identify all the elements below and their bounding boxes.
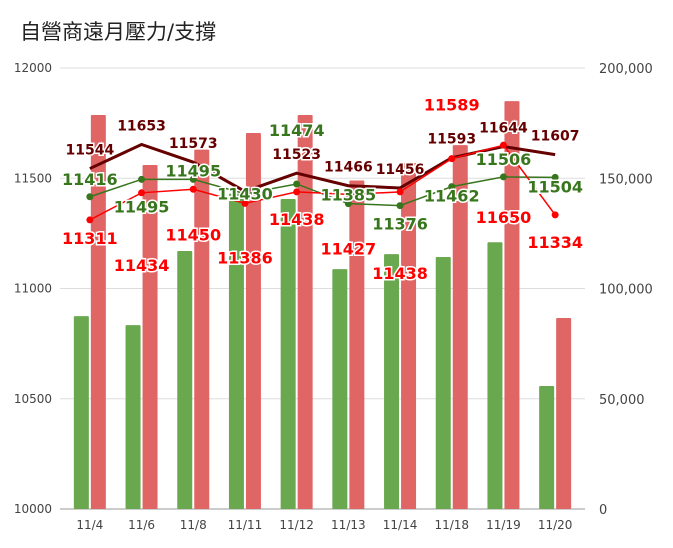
data-label: 11593 <box>427 132 476 148</box>
x-tick-label: 11/14 <box>383 518 418 532</box>
bar <box>142 165 158 509</box>
bar <box>177 251 193 509</box>
right-tick-label: 200,000 <box>599 62 653 77</box>
data-label: 11438 <box>372 264 428 283</box>
data-label: 11607 <box>531 129 580 145</box>
data-label: 11438 <box>269 210 325 229</box>
bar <box>384 254 400 509</box>
bar <box>228 193 244 509</box>
data-point <box>448 183 456 191</box>
left-tick-label: 10500 <box>14 392 52 406</box>
x-tick-label: 11/19 <box>486 518 521 532</box>
data-point <box>241 190 249 198</box>
data-point <box>138 189 146 197</box>
data-label: 11523 <box>272 147 321 163</box>
data-label: 11650 <box>476 208 532 227</box>
bar <box>556 318 572 509</box>
data-label: 11644 <box>479 120 528 136</box>
data-point <box>499 173 507 181</box>
data-label: 11427 <box>321 239 377 258</box>
data-label: 11430 <box>217 185 273 204</box>
data-point <box>499 141 507 149</box>
right-tick-label: 150,000 <box>599 172 653 187</box>
bar <box>194 149 210 509</box>
x-tick-label: 11/4 <box>76 518 103 532</box>
data-point <box>86 216 94 224</box>
data-label: 11506 <box>476 150 532 169</box>
data-label: 11462 <box>424 187 480 206</box>
data-label: 11653 <box>117 119 166 135</box>
data-point <box>293 180 301 188</box>
data-label: 11311 <box>62 229 118 248</box>
chart-title: 自營商遠月壓力/支撐 <box>20 20 217 44</box>
left-tick-label: 10000 <box>14 502 52 516</box>
right-tick-label: 0 <box>599 503 607 518</box>
data-label: 11474 <box>269 121 325 140</box>
data-point <box>344 190 352 198</box>
right-tick-label: 100,000 <box>599 283 653 298</box>
bar <box>401 162 417 509</box>
left-tick-label: 11000 <box>14 282 52 296</box>
data-point <box>189 175 197 183</box>
bar <box>487 242 503 509</box>
x-tick-label: 11/6 <box>128 518 155 532</box>
data-label: 11544 <box>65 143 114 159</box>
data-point <box>551 211 559 219</box>
data-point <box>138 175 146 183</box>
bar <box>504 101 520 509</box>
bar <box>452 145 468 510</box>
x-tick-label: 11/18 <box>434 518 469 532</box>
data-label: 11386 <box>217 248 273 267</box>
data-point <box>86 193 94 201</box>
x-tick-label: 11/8 <box>180 518 207 532</box>
data-label: 11434 <box>114 256 170 275</box>
data-point <box>189 185 197 193</box>
x-tick-label: 11/11 <box>228 518 263 532</box>
data-label: 11495 <box>165 161 221 180</box>
data-point <box>448 155 456 163</box>
data-point <box>396 188 404 196</box>
bar <box>125 325 141 509</box>
bar <box>297 114 313 510</box>
series-line <box>89 144 556 221</box>
left-tick-label: 11500 <box>14 171 52 185</box>
x-tick-label: 11/20 <box>538 518 573 532</box>
x-tick-label: 11/13 <box>331 518 366 532</box>
left-tick-label: 12000 <box>14 61 52 75</box>
data-label: 11589 <box>424 96 480 115</box>
data-label: 11334 <box>527 233 583 252</box>
bar <box>245 133 261 510</box>
data-label: 11450 <box>165 225 221 244</box>
x-tick-label: 11/12 <box>279 518 314 532</box>
data-label: 11416 <box>62 170 118 189</box>
data-point <box>241 199 249 207</box>
right-tick-label: 50,000 <box>599 393 645 408</box>
data-label: 11376 <box>372 215 428 234</box>
data-point <box>396 202 404 210</box>
data-label: 11456 <box>376 162 425 178</box>
data-label: 11573 <box>169 136 218 152</box>
data-label: 11385 <box>321 186 377 205</box>
data-label: 11466 <box>324 160 373 176</box>
data-point <box>344 200 352 208</box>
bar <box>280 198 296 510</box>
bar <box>73 316 89 509</box>
bar <box>539 385 555 509</box>
data-label: 11504 <box>527 177 583 196</box>
data-label: 11495 <box>114 197 170 216</box>
bar <box>435 256 451 509</box>
bar <box>332 269 348 509</box>
bar <box>349 180 365 509</box>
data-point <box>293 188 301 196</box>
data-point <box>551 173 559 181</box>
